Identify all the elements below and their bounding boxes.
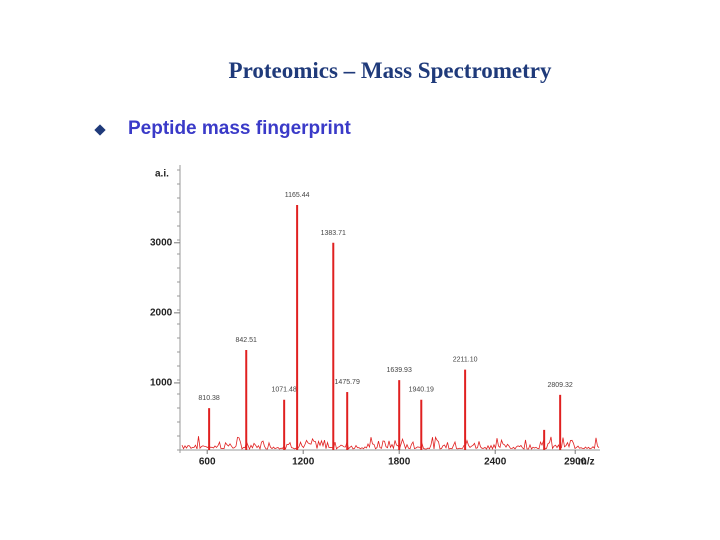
- bullet-text: Peptide mass fingerprint: [128, 118, 351, 139]
- peak-label: 842.51: [236, 337, 258, 344]
- x-tick-label: 1800: [388, 457, 411, 468]
- x-tick-label: 2400: [484, 457, 507, 468]
- peak-label: 1940.19: [409, 387, 434, 394]
- x-tick-label: 1200: [292, 457, 315, 468]
- peak-label: 2211.10: [453, 357, 478, 364]
- peak-label: 810.38: [198, 395, 220, 402]
- x-axis-label: m/z: [578, 457, 595, 468]
- y-axis-label: a.i.: [155, 169, 169, 180]
- y-tick-label: 1000: [150, 378, 173, 389]
- peak-label: 1475.79: [335, 379, 360, 386]
- x-tick-label: 2900: [564, 457, 587, 468]
- y-tick-label: 3000: [150, 237, 173, 248]
- peak-label: 1383.71: [321, 230, 346, 237]
- peak-label: 1071.48: [272, 387, 297, 394]
- peak-label: 1639.93: [387, 367, 412, 374]
- y-tick-label: 2000: [150, 307, 173, 318]
- baseline-noise: [181, 436, 600, 451]
- peak-label: 1165.44: [285, 192, 310, 199]
- slide-title: Proteomics – Mass Spectrometry: [228, 58, 552, 83]
- peak-label: 2809.32: [548, 382, 573, 389]
- x-tick-label: 600: [199, 457, 216, 468]
